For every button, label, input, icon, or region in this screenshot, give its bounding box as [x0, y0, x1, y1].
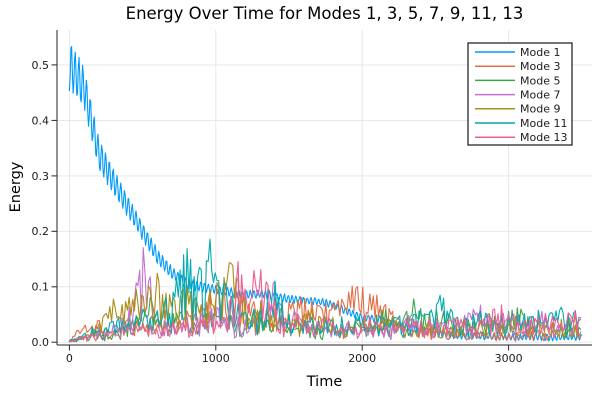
x-tick-label: 3000 — [495, 352, 523, 365]
legend-entry: Mode 1 — [475, 46, 560, 59]
x-tick-label: 2000 — [348, 352, 376, 365]
legend-entry: Mode 7 — [475, 89, 560, 102]
legend-entry: Mode 5 — [475, 74, 560, 87]
y-tick-label: 0.2 — [32, 225, 50, 238]
axes: 0.0 0.1 0.2 0.3 0.4 0.5 0 1000 2000 3000 — [32, 30, 592, 365]
legend-entry: Mode 9 — [475, 103, 560, 116]
y-tick-label: 0.1 — [32, 281, 50, 294]
legend-label: Mode 3 — [520, 60, 560, 73]
x-tick-label: 1000 — [202, 352, 230, 365]
legend-label: Mode 5 — [520, 74, 560, 87]
series-line-mode-13 — [68, 261, 582, 343]
legend-entry: Mode 13 — [475, 131, 567, 144]
legend-label: Mode 13 — [520, 131, 567, 144]
legend-label: Mode 9 — [520, 103, 560, 116]
legend-label: Mode 1 — [520, 46, 560, 59]
y-tick-label: 0.3 — [32, 170, 50, 183]
x-axis-label: Time — [306, 374, 343, 390]
chart-title: Energy Over Time for Modes 1, 3, 5, 7, 9… — [125, 4, 524, 23]
y-tick-label: 0.4 — [32, 114, 50, 127]
series-line-mode-11 — [68, 238, 582, 343]
legend-label: Mode 11 — [520, 117, 567, 130]
y-tick-label: 0.0 — [32, 336, 50, 349]
legend-label: Mode 7 — [520, 89, 560, 102]
legend-entry: Mode 11 — [475, 117, 567, 130]
y-tick-label: 0.5 — [32, 59, 50, 72]
series-lines — [68, 45, 583, 343]
legend-entry: Mode 3 — [475, 60, 560, 73]
x-tick-label: 0 — [66, 352, 73, 365]
